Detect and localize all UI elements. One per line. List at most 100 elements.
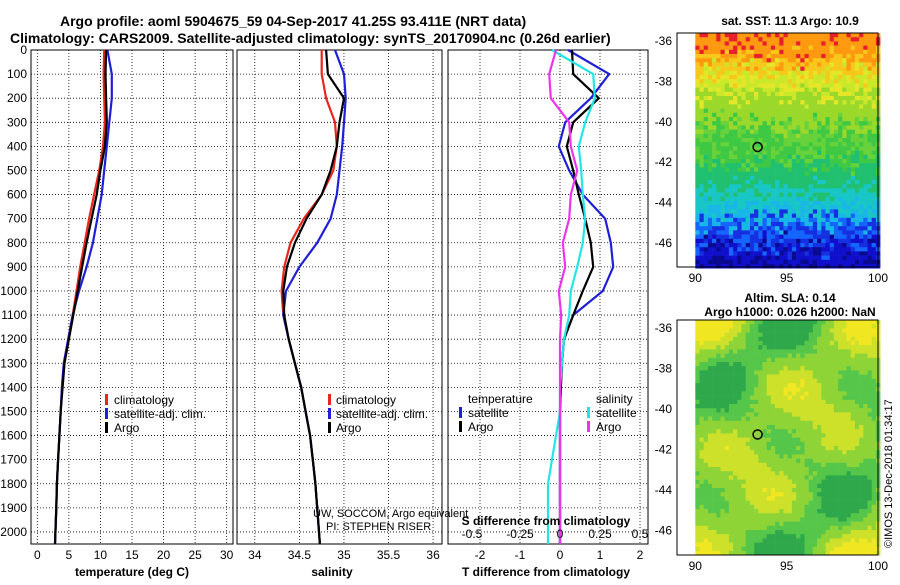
map-cell [796, 358, 801, 363]
map-cell [842, 251, 847, 256]
map-cell [830, 408, 835, 413]
map-cell [742, 130, 747, 135]
map-cell [763, 324, 768, 329]
map-cell [779, 79, 784, 84]
map-cell [742, 134, 747, 139]
map-cell [704, 130, 709, 135]
map-cell [779, 41, 784, 46]
map-cell [700, 184, 705, 189]
map-cell [704, 41, 709, 46]
map-cell [800, 113, 805, 118]
map-cell [758, 134, 763, 139]
map-cell [758, 534, 763, 539]
map-cell [847, 243, 852, 248]
map-cell [826, 354, 831, 359]
map-cell [868, 197, 873, 202]
map-cell [800, 450, 805, 455]
map-cell [712, 256, 717, 261]
map-cell [826, 417, 831, 422]
map-cell [771, 501, 776, 506]
map-cell [767, 463, 772, 468]
map-cell [700, 433, 705, 438]
map-cell [863, 256, 868, 261]
map-cell [737, 526, 742, 531]
map-cell [834, 358, 839, 363]
map-cell [775, 159, 780, 164]
map-cell [834, 260, 839, 265]
map-cell [838, 138, 843, 143]
map-cell [830, 366, 835, 371]
map-cell [859, 429, 864, 434]
map-cell [872, 442, 877, 447]
map-cell [813, 155, 818, 160]
map-cell [838, 256, 843, 261]
map-cell [838, 467, 843, 472]
map-cell [729, 33, 734, 38]
map-cell [771, 358, 776, 363]
map-cell [758, 375, 763, 380]
map-cell [754, 218, 759, 223]
map-cell [817, 176, 822, 181]
map-cell [725, 79, 730, 84]
map-cell [758, 251, 763, 256]
map-cell [872, 526, 877, 531]
map-cell [792, 417, 797, 422]
map-cell [721, 88, 726, 93]
map-cell [851, 79, 856, 84]
map-cell [721, 450, 726, 455]
map-cell [800, 484, 805, 489]
map-cell [813, 92, 818, 97]
map-cell [779, 243, 784, 248]
map-cell [809, 375, 814, 380]
title-line-2: Climatology: CARS2009. Satellite-adjuste… [10, 30, 611, 46]
map-cell [847, 433, 852, 438]
map-cell [767, 226, 772, 231]
map-cell [742, 193, 747, 198]
map-cell [704, 142, 709, 147]
map-cell [708, 113, 713, 118]
map-cell [721, 155, 726, 160]
map-cell [821, 172, 826, 177]
map-cell [758, 121, 763, 126]
map-cell [725, 475, 730, 480]
map-cell [784, 475, 789, 480]
map-cell [771, 58, 776, 63]
map-cell [746, 138, 751, 143]
map-cell [805, 530, 810, 535]
map-cell [863, 54, 868, 59]
map-cell [868, 517, 873, 522]
map-cell [809, 54, 814, 59]
map-cell [792, 256, 797, 261]
map-cell [733, 75, 738, 80]
map-cell [800, 475, 805, 480]
map-cell [767, 538, 772, 543]
map-cell [821, 58, 826, 63]
map-cell [700, 417, 705, 422]
map-cell [872, 509, 877, 514]
map-cell [754, 214, 759, 219]
map-cell [763, 391, 768, 396]
map-cell [763, 184, 768, 189]
map-cell [800, 235, 805, 240]
map-cell [754, 484, 759, 489]
map-cell [859, 41, 864, 46]
map-cell [742, 230, 747, 235]
map-cell [834, 172, 839, 177]
map-cell [767, 396, 772, 401]
map-cell [868, 239, 873, 244]
map-cell [754, 205, 759, 210]
map-cell [809, 100, 814, 105]
map-cell [716, 209, 721, 214]
map-cell [729, 71, 734, 76]
map-cell [729, 193, 734, 198]
map-cell [708, 226, 713, 231]
map-cell [746, 333, 751, 338]
map-cell [813, 104, 818, 109]
map-cell [863, 239, 868, 244]
map-cell [775, 256, 780, 261]
map-cell [813, 328, 818, 333]
map-cell [855, 492, 860, 497]
map-cell [729, 354, 734, 359]
map-cell [809, 341, 814, 346]
map-cell [729, 383, 734, 388]
